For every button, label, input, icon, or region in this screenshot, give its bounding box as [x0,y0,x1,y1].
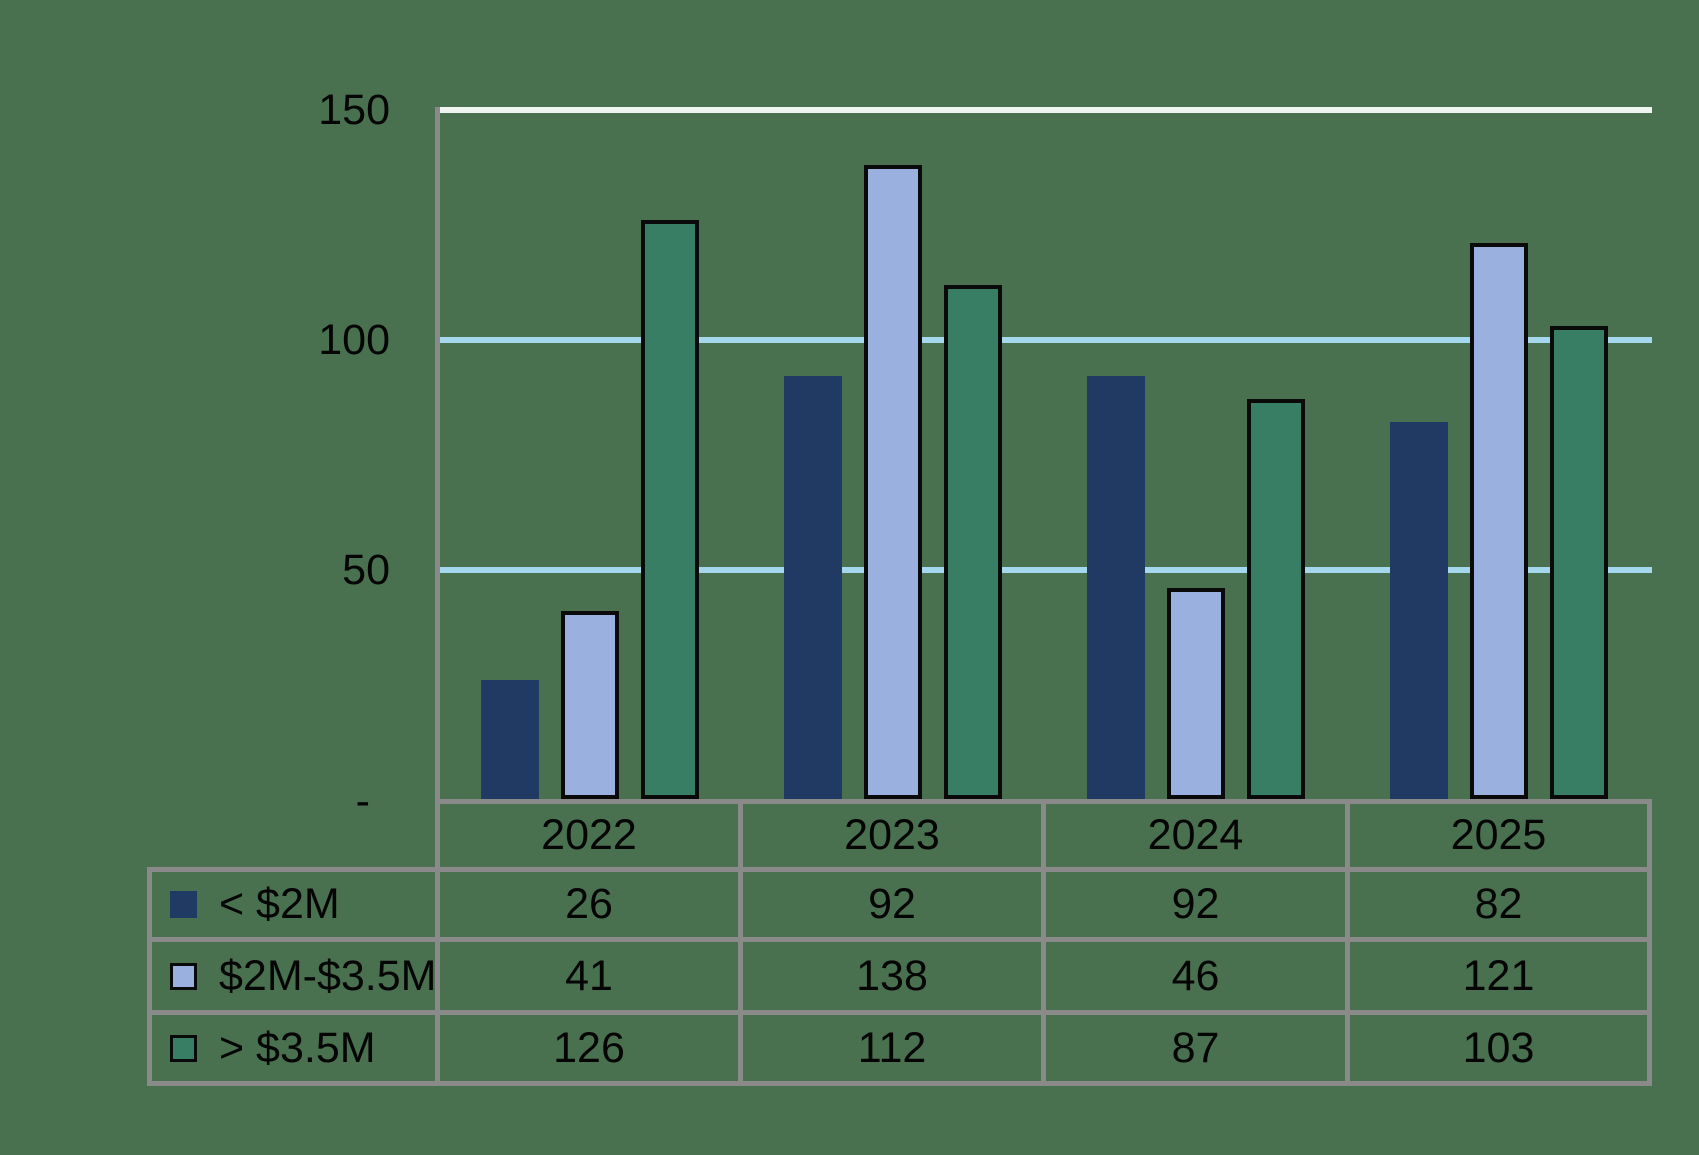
legend-label-lt2m: < $2M [219,880,340,928]
col-border-3 [1345,799,1350,1086]
bar-series0-2023 [784,376,842,799]
table-rule-1 [147,867,1652,872]
legend-swatch-2m-3p5m [170,962,197,990]
bar-series2-2025 [1550,326,1608,799]
y-tick-150: 150 [318,86,390,134]
bar-series0-2024 [1087,376,1145,799]
bar-series0-2025 [1390,422,1448,799]
y-tick-100: 100 [318,316,390,364]
bar-series2-2022 [641,220,699,799]
y-axis-line [435,107,440,804]
legend-swatch-lt2m [170,891,197,918]
table-rule-2 [147,937,1652,942]
year-header-2023: 2023 [844,811,940,859]
col-border-0 [435,799,440,1086]
value-gt3p5m-2024: 87 [1171,1023,1220,1072]
bar-series0-2022 [481,680,539,799]
legend-row-lt2m: < $2M [152,872,435,937]
value-lt2m-2022: 26 [565,880,613,928]
y-tick-50: 50 [342,546,390,594]
bar-series1-2025 [1470,243,1528,799]
table-rule-bottom [147,1081,1652,1086]
value-2m-3p5m-2022: 41 [565,951,613,1000]
year-header-2024: 2024 [1147,811,1244,859]
bar-series1-2022 [561,611,619,799]
year-header-2025: 2025 [1450,811,1547,859]
value-2m-3p5m-2024: 46 [1171,951,1220,1000]
y-tick-zero: - [355,777,370,825]
value-lt2m-2025: 82 [1474,880,1523,928]
bar-series1-2024 [1167,588,1225,799]
col-border-2 [1041,799,1046,1086]
value-2m-3p5m-2025: 121 [1462,951,1535,1000]
year-header-2022: 2022 [541,811,637,859]
col-border-1 [738,799,743,1086]
bar-series2-2024 [1247,399,1305,799]
value-lt2m-2023: 92 [868,880,916,928]
gridline-150 [437,107,1652,113]
value-2m-3p5m-2023: 138 [856,951,928,1000]
gridline-100 [437,337,1652,343]
bar-series1-2023 [864,165,922,799]
bar-series2-2023 [944,285,1002,799]
table-rule-3 [147,1010,1652,1015]
table-right-border [1647,799,1652,1086]
gridline-50 [437,567,1652,573]
legend-swatch-gt3p5m [170,1034,197,1062]
legend-label-gt3p5m: > $3.5M [219,1023,376,1072]
legend-left-border [147,867,152,1086]
value-gt3p5m-2025: 103 [1462,1023,1535,1072]
value-lt2m-2024: 92 [1171,880,1220,928]
legend-row-gt3p5m: > $3.5M [152,1015,435,1081]
value-gt3p5m-2023: 112 [857,1023,927,1072]
legend-label-2m-3p5m: $2M-$3.5M [219,951,437,1000]
value-gt3p5m-2022: 126 [553,1023,625,1072]
legend-row-2m-3p5m: $2M-$3.5M [152,942,437,1010]
